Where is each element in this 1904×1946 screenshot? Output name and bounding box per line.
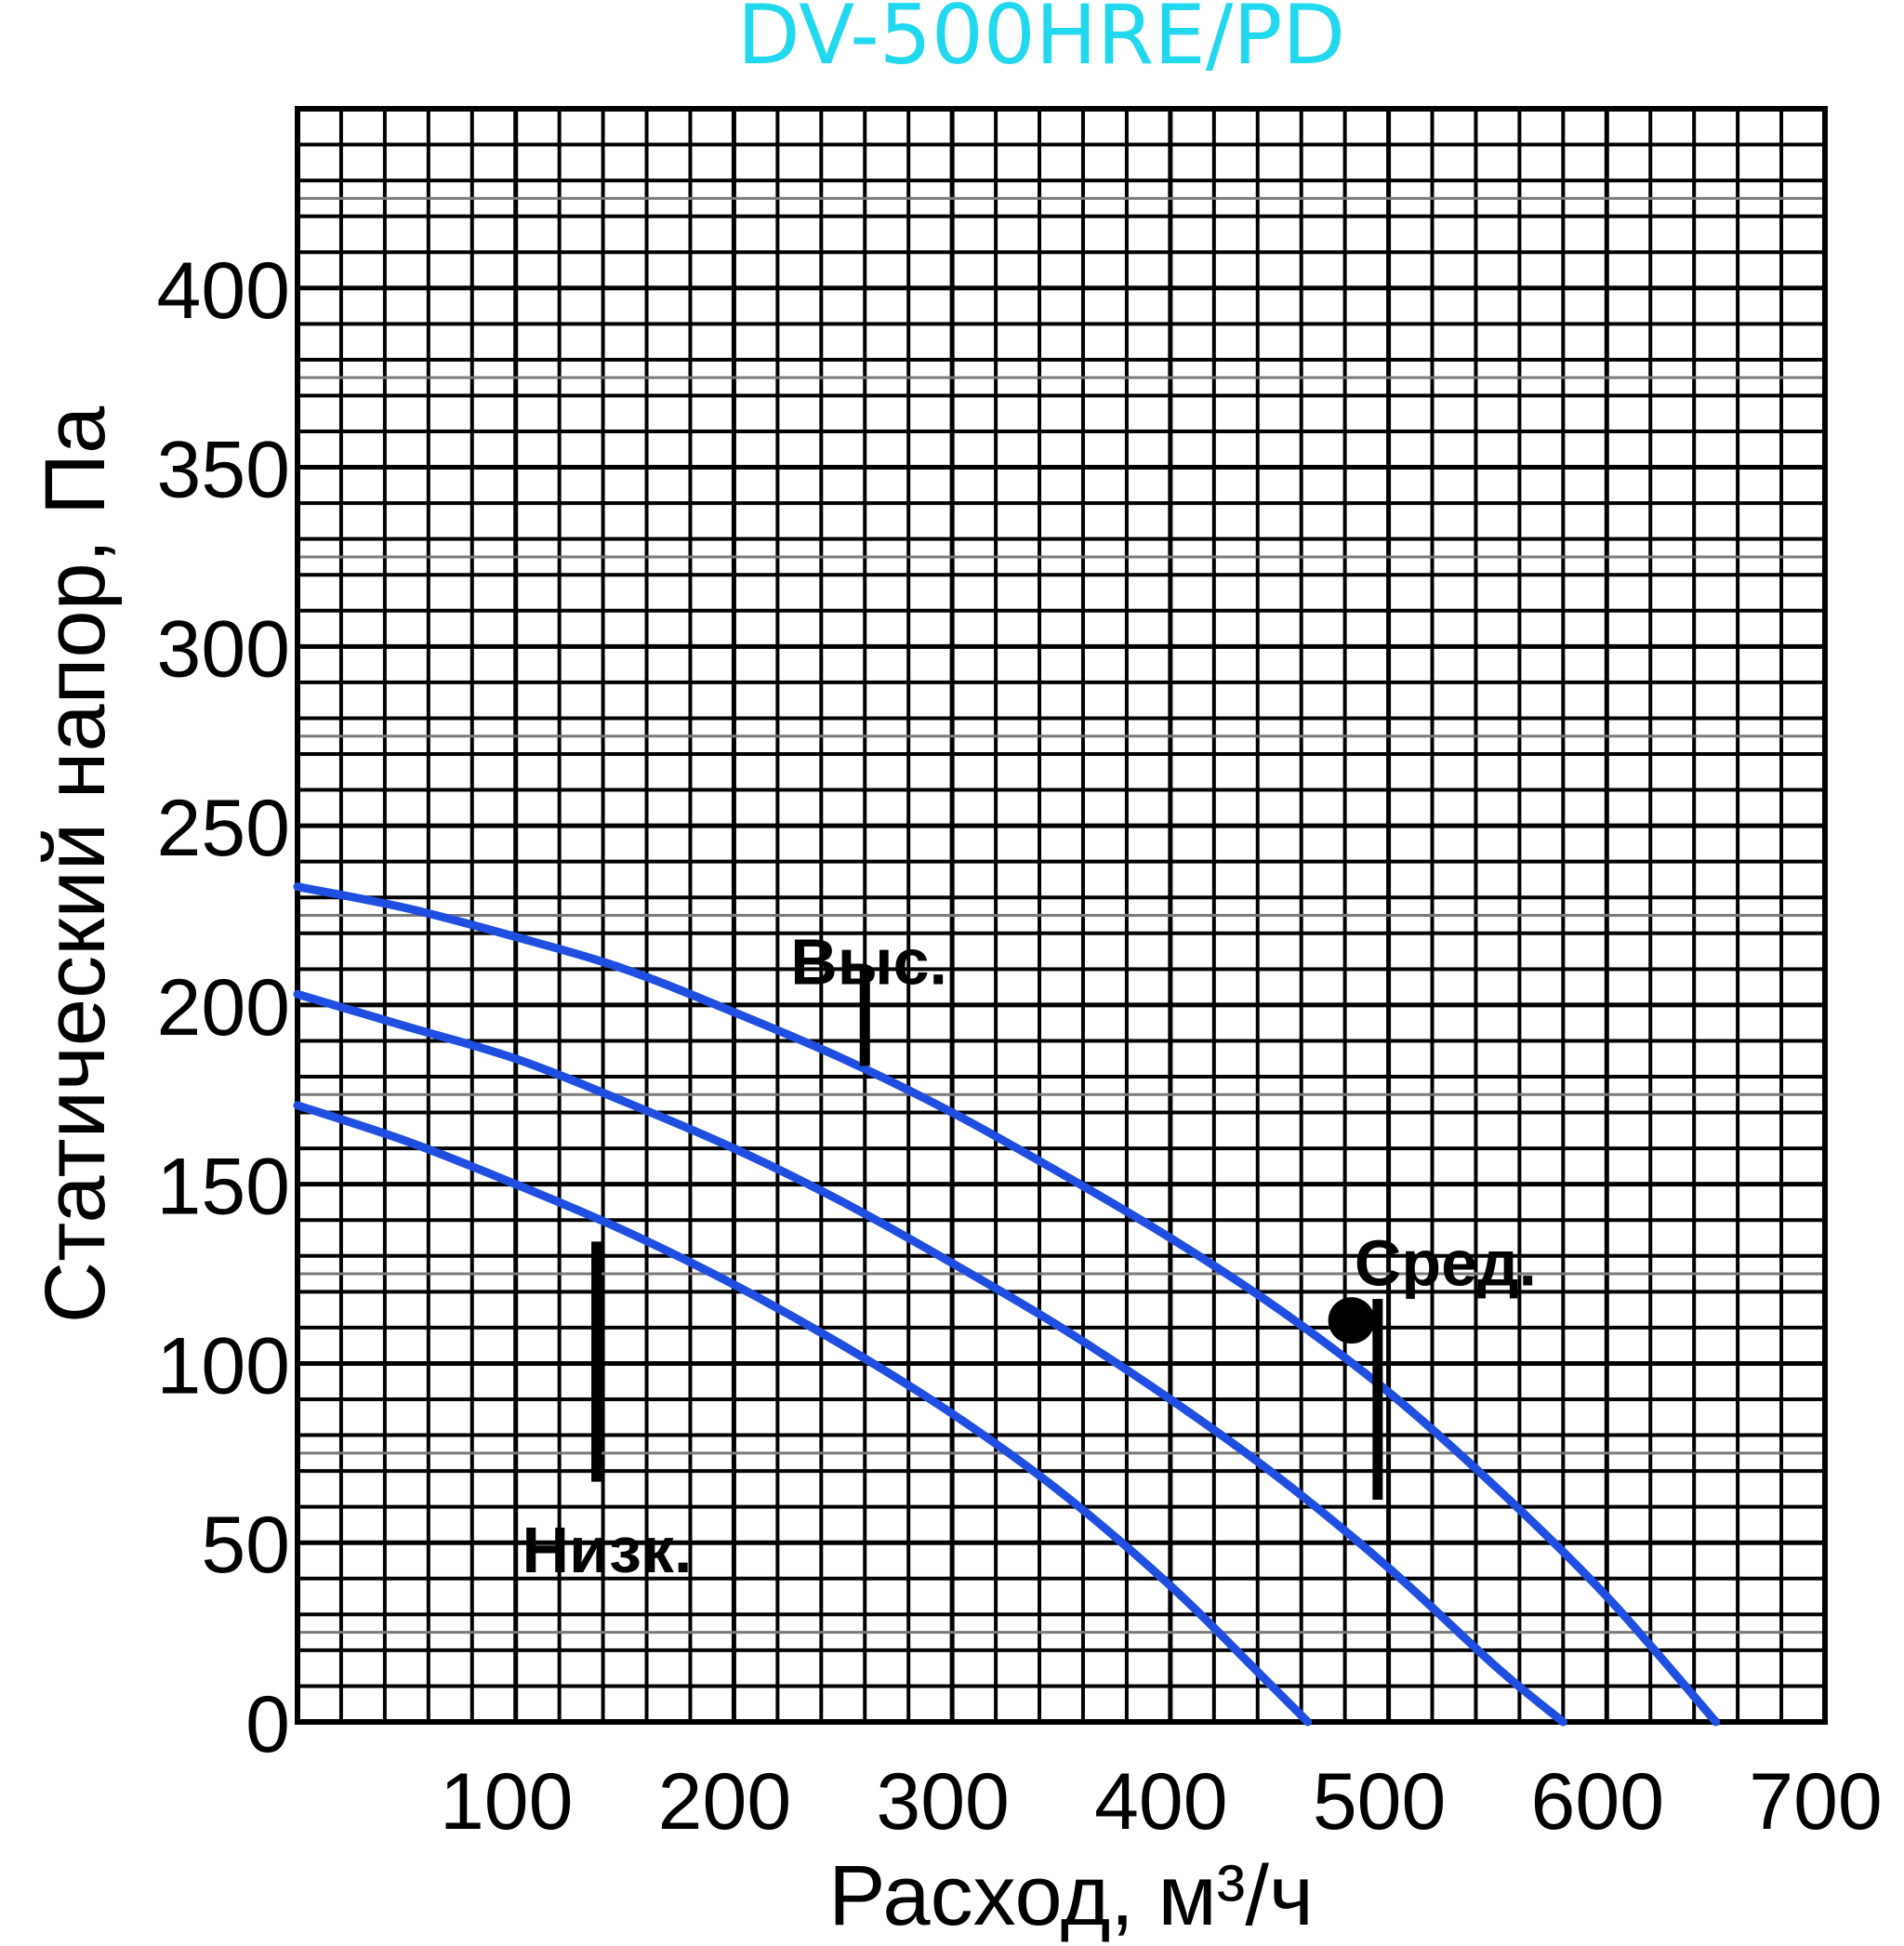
y-tick-label: 100 [157,1321,291,1410]
series-lines [293,882,1721,1727]
y-tick-label: 250 [157,784,291,873]
y-tick-label: 300 [157,604,291,694]
speed-label: Сред. [1355,1226,1537,1299]
y-tick-label: 50 [201,1501,290,1590]
grid [295,106,1828,1725]
x-tick-label: 700 [1749,1757,1883,1847]
speed-markers: Выс. Сред. Низк. [522,926,1537,1586]
x-tick-label: 400 [1094,1757,1228,1847]
x-axis-title: Расход, м³/ч [828,1848,1314,1943]
x-tick-label: 300 [876,1757,1010,1847]
y-tick-label: 400 [157,246,291,336]
series-line-0 [293,882,1721,1727]
chart-title: DV-500HRE/PD [737,0,1345,83]
x-tick-label: 200 [658,1757,792,1847]
speed-label: Низк. [522,1514,693,1586]
y-tick-label: 200 [157,963,291,1052]
y-tick-label: 150 [157,1143,291,1232]
y-axis-title: Статический напор, Па [28,405,123,1323]
y-tick-label: 350 [157,426,291,515]
operating-point [1328,1297,1375,1344]
tick-labels: 100 200 300 400 500 600 700 0 50 100 150 200 250 300 3… [157,246,1883,1847]
y-tick-label: 0 [245,1680,290,1769]
series-line-2 [293,1101,1313,1727]
x-tick-label: 600 [1531,1757,1665,1847]
series-line-1 [293,989,1567,1727]
plot-frame [295,106,1828,1725]
speed-label: Выс. [790,926,947,999]
x-tick-label: 500 [1313,1757,1447,1847]
x-tick-label: 100 [440,1757,574,1847]
